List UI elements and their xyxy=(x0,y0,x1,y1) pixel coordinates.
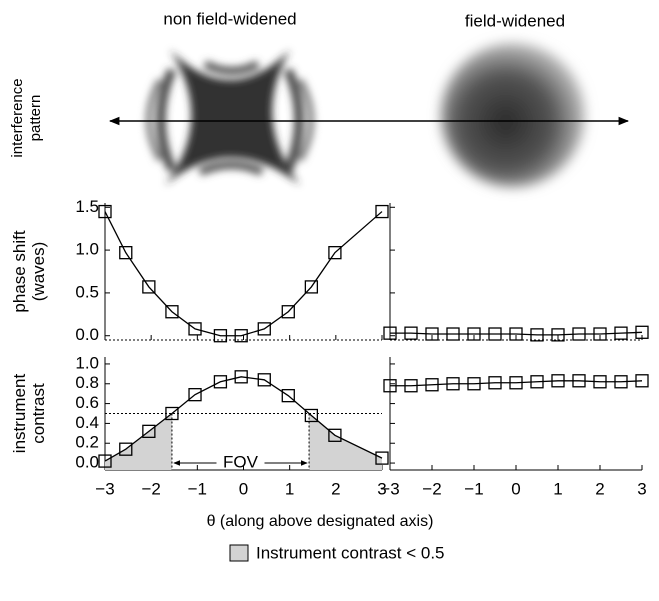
x-tick-label: 2 xyxy=(595,479,604,498)
y-tick-label: 0.6 xyxy=(75,393,99,412)
x-tick-label: 2 xyxy=(331,479,340,498)
y-tick-label: 0.2 xyxy=(75,433,99,452)
y-axis-label-line: phase shift xyxy=(10,230,29,312)
y-tick-label: 0.8 xyxy=(75,373,99,392)
column-title: non field-widened xyxy=(163,9,296,28)
x-tick-label: 1 xyxy=(553,479,562,498)
figure: non field-widened field-widened interfer… xyxy=(0,0,659,596)
pattern-non-field-widened xyxy=(149,50,311,185)
column-title: field-widened xyxy=(465,11,565,30)
annotation: FOV xyxy=(223,452,259,471)
y-tick-label: 1.5 xyxy=(75,197,99,216)
data-line xyxy=(390,381,642,386)
pattern-field-widened xyxy=(441,43,585,187)
x-tick-label: −1 xyxy=(188,479,207,498)
y-tick-label: 1.0 xyxy=(75,240,99,259)
y-tick-label: 0.0 xyxy=(75,453,99,472)
y-tick-label: 1.0 xyxy=(75,353,99,372)
y-axis-label-line: contrast xyxy=(29,383,48,444)
data-line xyxy=(105,212,382,336)
y-tick-label: 0.5 xyxy=(75,282,99,301)
x-tick-label: −2 xyxy=(141,479,160,498)
x-tick-label: 3 xyxy=(637,479,646,498)
row-label-line: interference xyxy=(9,78,26,157)
y-tick-label: 0.0 xyxy=(75,325,99,344)
y-axis-label-line: (waves) xyxy=(29,242,48,302)
x-tick-label: −3 xyxy=(380,479,399,498)
y-axis-label: phase shift(waves) xyxy=(10,230,48,312)
row-label: interference pattern xyxy=(9,78,44,157)
x-axis-label: θ (along above designated axis) xyxy=(207,513,434,530)
x-tick-label: −1 xyxy=(464,479,483,498)
x-tick-label: −2 xyxy=(422,479,441,498)
x-tick-label: 0 xyxy=(239,479,248,498)
legend-swatch xyxy=(230,545,248,561)
y-axis-label-line: instrument xyxy=(10,374,29,454)
x-tick-label: −3 xyxy=(95,479,114,498)
row-label-line: pattern xyxy=(27,95,44,142)
y-tick-label: 0.4 xyxy=(75,413,99,432)
legend-label: Instrument contrast < 0.5 xyxy=(256,543,445,562)
x-tick-label: 0 xyxy=(511,479,520,498)
data-line xyxy=(390,332,642,335)
x-tick-label: 1 xyxy=(285,479,294,498)
